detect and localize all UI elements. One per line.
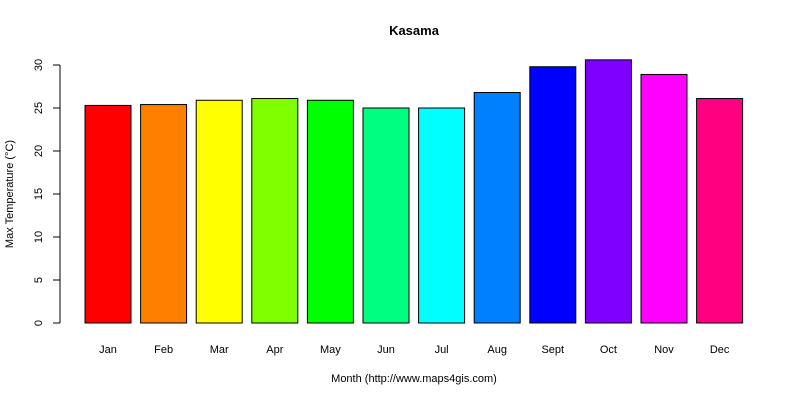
- x-tick-label: Nov: [654, 344, 674, 356]
- y-tick-label: 30: [33, 59, 45, 71]
- bar-jan: [84, 104, 132, 324]
- y-tick-label: 10: [33, 231, 45, 243]
- x-tick-label: Jan: [99, 344, 117, 356]
- x-tick-label: Jun: [377, 344, 395, 356]
- bar-mar: [195, 99, 243, 324]
- x-axis-label: Month (http://www.maps4gis.com): [331, 373, 497, 385]
- bar-may: [306, 99, 354, 324]
- x-tick-label: Aug: [487, 344, 507, 356]
- x-tick-label: Sept: [541, 344, 564, 356]
- y-tick-label: 15: [33, 188, 45, 200]
- bar-sept: [529, 66, 577, 324]
- x-tick-label: Oct: [600, 344, 617, 356]
- y-axis-label: Max Temperature (°C): [4, 140, 16, 248]
- y-axis: 0 5 10 15 20 25 30: [33, 59, 61, 326]
- x-tick-label: Apr: [266, 344, 283, 356]
- x-tick-label: Dec: [710, 344, 730, 356]
- y-tick-label: 25: [33, 102, 45, 114]
- bar-jul: [418, 107, 466, 324]
- y-tick-label: 5: [33, 277, 45, 283]
- x-tick-label: Feb: [154, 344, 173, 356]
- x-tick-label: Mar: [210, 344, 229, 356]
- bar-oct: [584, 59, 632, 324]
- y-tick-label: 20: [33, 145, 45, 157]
- x-tick-label: May: [320, 344, 341, 356]
- bar-jun: [362, 107, 410, 324]
- bars-group: [84, 59, 744, 324]
- chart-title: Kasama: [389, 23, 440, 38]
- x-tick-labels: Jan Feb Mar Apr May Jun Jul Aug Sept Oct Nov Dec: [99, 344, 730, 356]
- bar-dec: [696, 98, 744, 324]
- bar-aug: [473, 92, 521, 324]
- y-tick-label: 0: [33, 320, 45, 326]
- bar-apr: [251, 98, 299, 324]
- bar-feb: [140, 104, 188, 324]
- x-tick-label: Jul: [435, 344, 449, 356]
- bar-nov: [640, 73, 688, 324]
